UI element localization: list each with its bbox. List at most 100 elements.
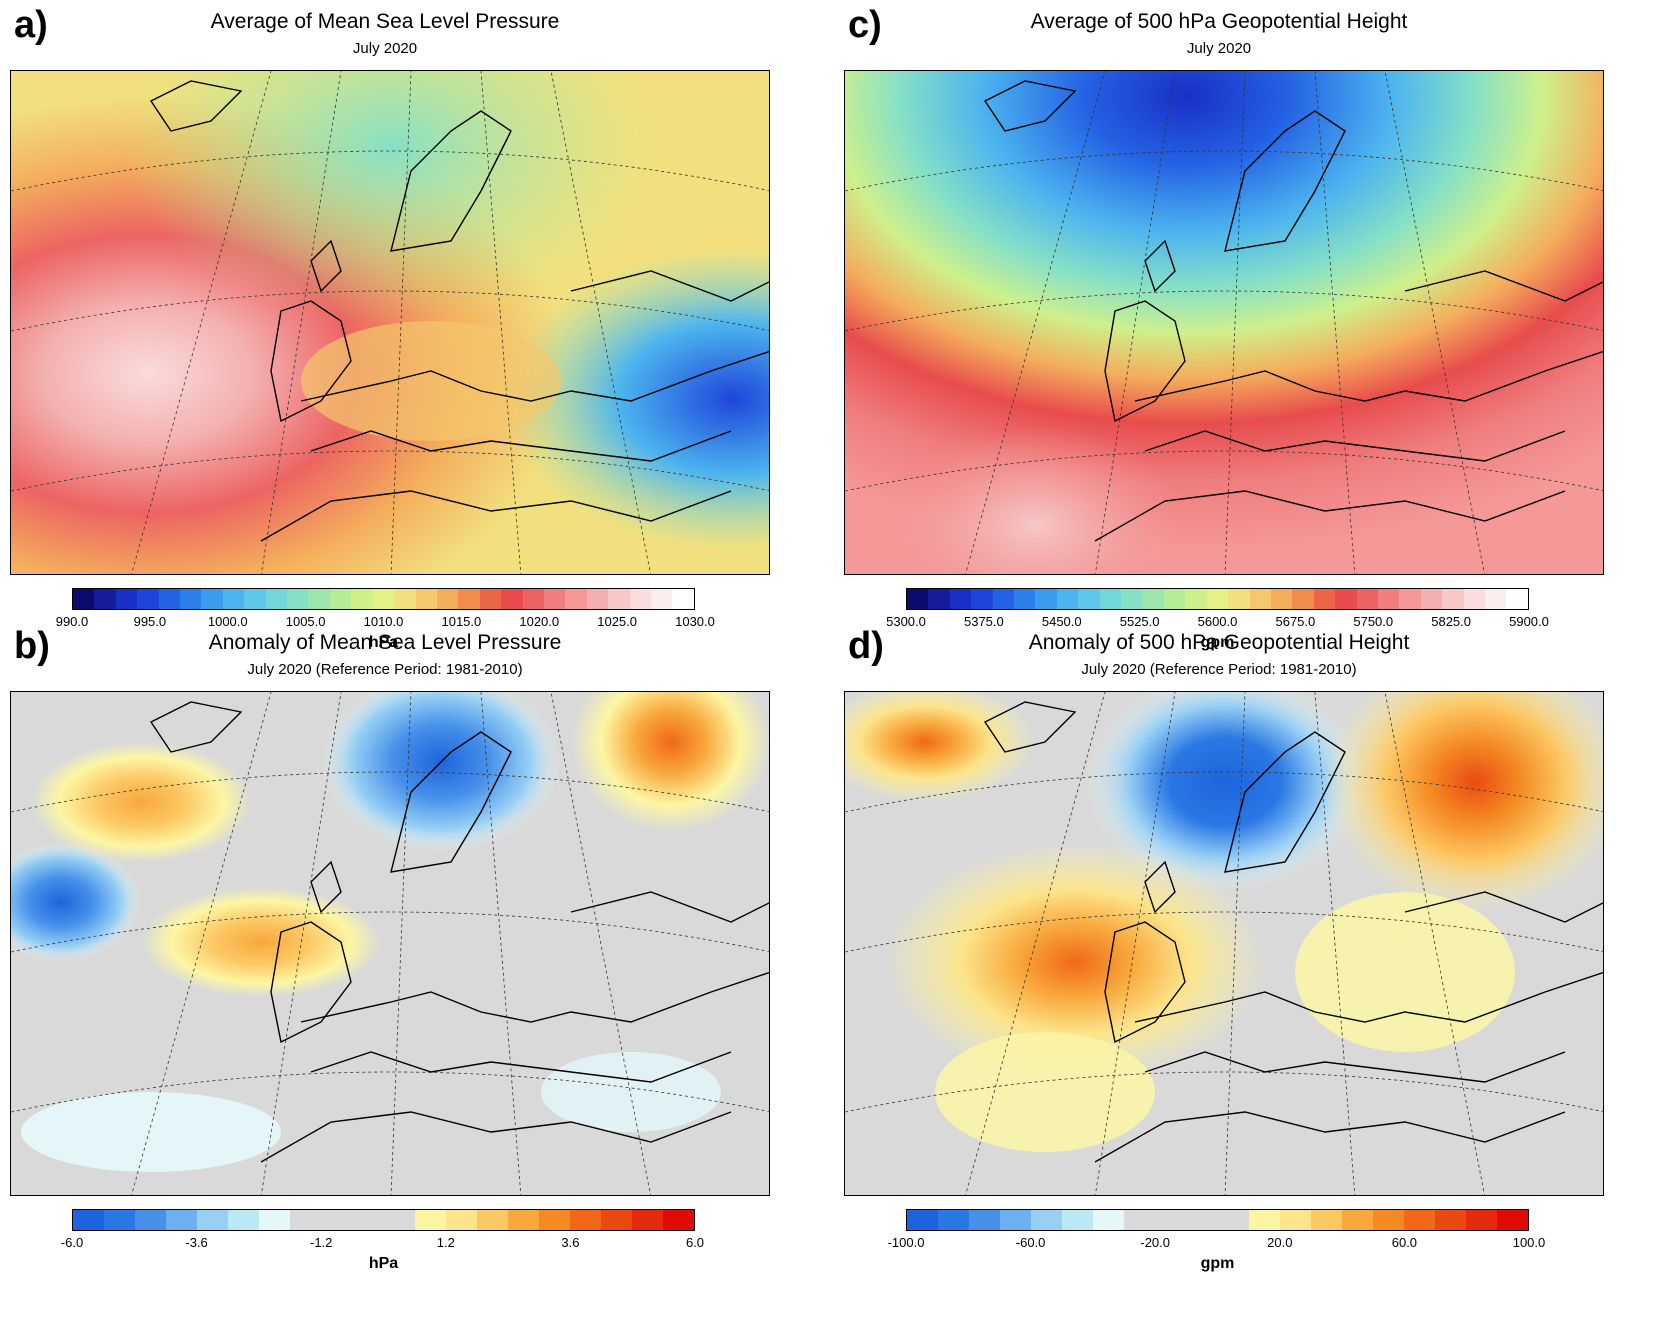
- colorbar-swatch: [1372, 1210, 1404, 1230]
- colorbar-swatch: [1434, 1210, 1466, 1230]
- colorbar-swatch: [1062, 1210, 1094, 1230]
- colorbar-swatch: [543, 589, 566, 609]
- panel-subtitle: July 2020: [1186, 40, 1252, 57]
- colorbar-tick-label: 20.0: [1267, 1235, 1293, 1250]
- colorbar-swatch: [1484, 589, 1507, 609]
- colorbar-swatch: [394, 589, 416, 609]
- colorbar-tick-label: 3.6: [561, 1235, 580, 1250]
- colorbar-swatch: [1465, 1210, 1497, 1230]
- colorbar-swatch: [290, 1210, 322, 1230]
- colorbar-tick-label: 1025.0: [597, 614, 638, 629]
- colorbar-swatch: [928, 589, 950, 609]
- colorbar-tick-label: 1015.0: [441, 614, 482, 629]
- colorbar-swatch: [1249, 589, 1271, 609]
- colorbar-swatch: [1403, 1210, 1435, 1230]
- colorbar-swatch: [479, 589, 502, 609]
- colorbar-tick-label: 5900.0: [1509, 614, 1549, 629]
- colorbar-unit: gpm: [1200, 634, 1235, 651]
- colorbar-swatch: [1186, 1210, 1218, 1230]
- colorbar-tick-label: -60.0: [1015, 1235, 1046, 1250]
- colorbar-swatch: [1377, 589, 1400, 609]
- colorbar-swatch: [1335, 589, 1357, 609]
- panel-title: Average of 500 hPa Geopotential Height: [1030, 10, 1408, 33]
- colorbar-swatch: [650, 589, 673, 609]
- colorbar-tick-label: 1030.0: [675, 614, 715, 629]
- panel-title: Anomaly of Mean Sea Level Pressure: [208, 631, 562, 654]
- map-mslp-mean: [10, 70, 770, 575]
- colorbar-tick-label: 5525.0: [1119, 614, 1160, 629]
- colorbar-swatch: [1506, 589, 1528, 609]
- colorbar-swatch: [631, 1210, 663, 1230]
- colorbar-swatch: [259, 1210, 291, 1230]
- colorbar-swatch: [629, 589, 651, 609]
- colorbar-tick-label: -1.2: [309, 1235, 333, 1250]
- colorbar-swatch: [158, 589, 181, 609]
- colorbar-swatch: [1356, 589, 1378, 609]
- colorbar-swatch: [436, 589, 459, 609]
- colorbar-swatch: [115, 589, 138, 609]
- colorbar-tick-label: 1020.0: [519, 614, 560, 629]
- colorbar-tick-label: 5825.0: [1431, 614, 1472, 629]
- colorbar-unit: hPa: [368, 634, 399, 651]
- colorbar-swatch: [73, 589, 95, 609]
- colorbar-swatch: [1420, 589, 1443, 609]
- colorbar-swatch: [201, 589, 223, 609]
- colorbar: [72, 588, 695, 610]
- map-mslp-anomaly: [10, 691, 770, 1196]
- colorbar-swatch: [445, 1210, 477, 1230]
- colorbar-swatch: [458, 589, 480, 609]
- colorbar-swatch: [600, 1210, 632, 1230]
- panel-subtitle: July 2020: [352, 40, 418, 57]
- colorbar-swatch: [1078, 589, 1100, 609]
- colorbar-swatch: [1121, 589, 1143, 609]
- colorbar-tick-label: -100.0: [887, 1235, 925, 1250]
- map-canvas: [845, 692, 1603, 1195]
- panel-letter: d): [848, 625, 884, 667]
- colorbar-swatch: [383, 1210, 415, 1230]
- colorbar-swatch: [1279, 1210, 1311, 1230]
- colorbar-swatch: [969, 1210, 1001, 1230]
- colorbar-swatch: [222, 589, 245, 609]
- colorbar-tick-label: 1010.0: [363, 614, 404, 629]
- colorbar-tick-label: 5675.0: [1275, 614, 1316, 629]
- colorbar-swatch: [1341, 1210, 1373, 1230]
- colorbar-swatch: [565, 589, 587, 609]
- colorbar-tick-label: 1.2: [436, 1235, 455, 1250]
- colorbar-tick-label: 5375.0: [963, 614, 1004, 629]
- colorbar-swatch: [329, 589, 352, 609]
- panel-d: d) Anomaly of 500 hPa Geopotential Heigh…: [834, 621, 1668, 1288]
- colorbar-swatch: [287, 589, 309, 609]
- colorbar-swatch: [180, 589, 202, 609]
- colorbar-swatch: [1442, 589, 1464, 609]
- colorbar-swatch: [1292, 589, 1314, 609]
- colorbar-swatch: [414, 1210, 446, 1230]
- colorbar-swatch: [73, 1210, 105, 1230]
- panel-letter: a): [14, 4, 48, 46]
- colorbar-swatch: [1217, 1210, 1249, 1230]
- colorbar-swatch: [1031, 1210, 1063, 1230]
- colorbar-tick-label: 990.0: [55, 614, 89, 629]
- colorbar-swatch: [166, 1210, 198, 1230]
- colorbar-unit: hPa: [368, 1255, 399, 1272]
- panel-a: a) Average of Mean Sea Level Pressure Ju…: [0, 0, 834, 667]
- colorbar-swatch: [137, 589, 159, 609]
- colorbar-tick-label: 5300.0: [886, 614, 926, 629]
- colorbar-swatch: [244, 589, 266, 609]
- colorbar-swatch: [1270, 589, 1293, 609]
- panel-b: b) Anomaly of Mean Sea Level Pressure Ju…: [0, 621, 834, 1288]
- colorbar-swatch: [1206, 589, 1229, 609]
- colorbar-tick-label: 995.0: [133, 614, 167, 629]
- colorbar-unit: gpm: [1200, 1255, 1235, 1272]
- colorbar-swatch: [1310, 1210, 1342, 1230]
- map-canvas: [11, 692, 769, 1195]
- colorbar-swatch: [1035, 589, 1057, 609]
- colorbar-swatch: [265, 589, 288, 609]
- colorbar-swatch: [135, 1210, 167, 1230]
- colorbar-tick-label: 5600.0: [1197, 614, 1238, 629]
- colorbar-swatch: [1399, 589, 1421, 609]
- map-z500-mean: [844, 70, 1604, 575]
- colorbar-swatch: [372, 589, 395, 609]
- colorbar-tick-label: 5450.0: [1041, 614, 1082, 629]
- colorbar-labels: 5300.0 5375.0 5450.0 5525.0 5600.0 5675.0 5750…: [886, 614, 1549, 632]
- colorbar-swatch: [1496, 1210, 1528, 1230]
